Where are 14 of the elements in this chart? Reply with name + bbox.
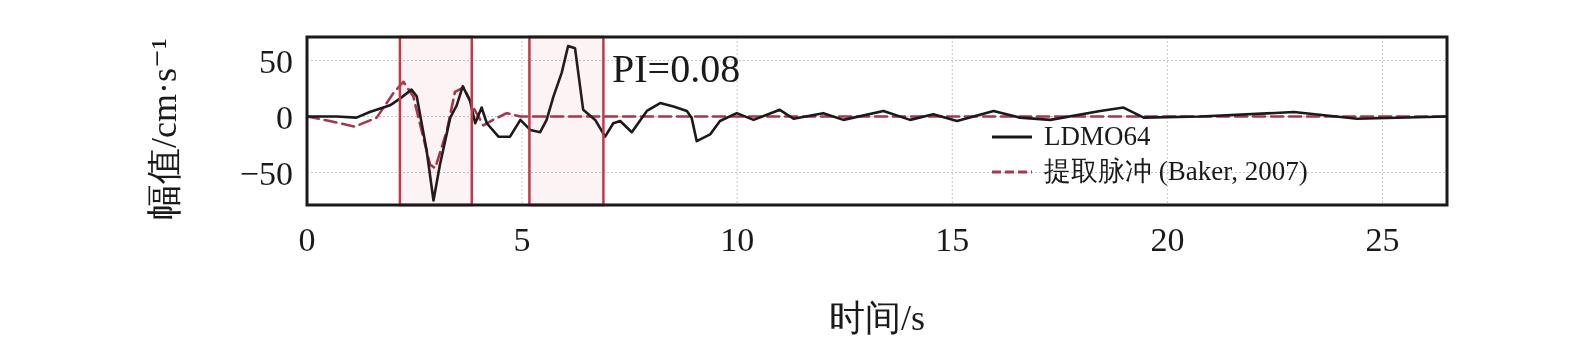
y-tick-label: −50: [239, 154, 293, 192]
x-tick-label: 10: [720, 221, 755, 258]
annotation: PI=0.08: [612, 46, 741, 91]
x-tick-label: 5: [513, 221, 531, 258]
legend-label: LDMO64: [1044, 121, 1151, 151]
y-tick-label: 50: [259, 42, 293, 80]
x-tick-label: 0: [298, 221, 316, 258]
legend-label: 提取脉冲 (Baker, 2007): [1044, 156, 1308, 186]
x-axis-title: 时间/s: [828, 298, 926, 338]
y-tick-label: 0: [276, 98, 293, 136]
x-tick-label: 20: [1150, 221, 1185, 258]
x-tick-label: 15: [935, 221, 970, 258]
x-tick-label: 25: [1365, 221, 1400, 258]
y-axis-title: 幅值/cm·s⁻¹: [144, 38, 184, 220]
